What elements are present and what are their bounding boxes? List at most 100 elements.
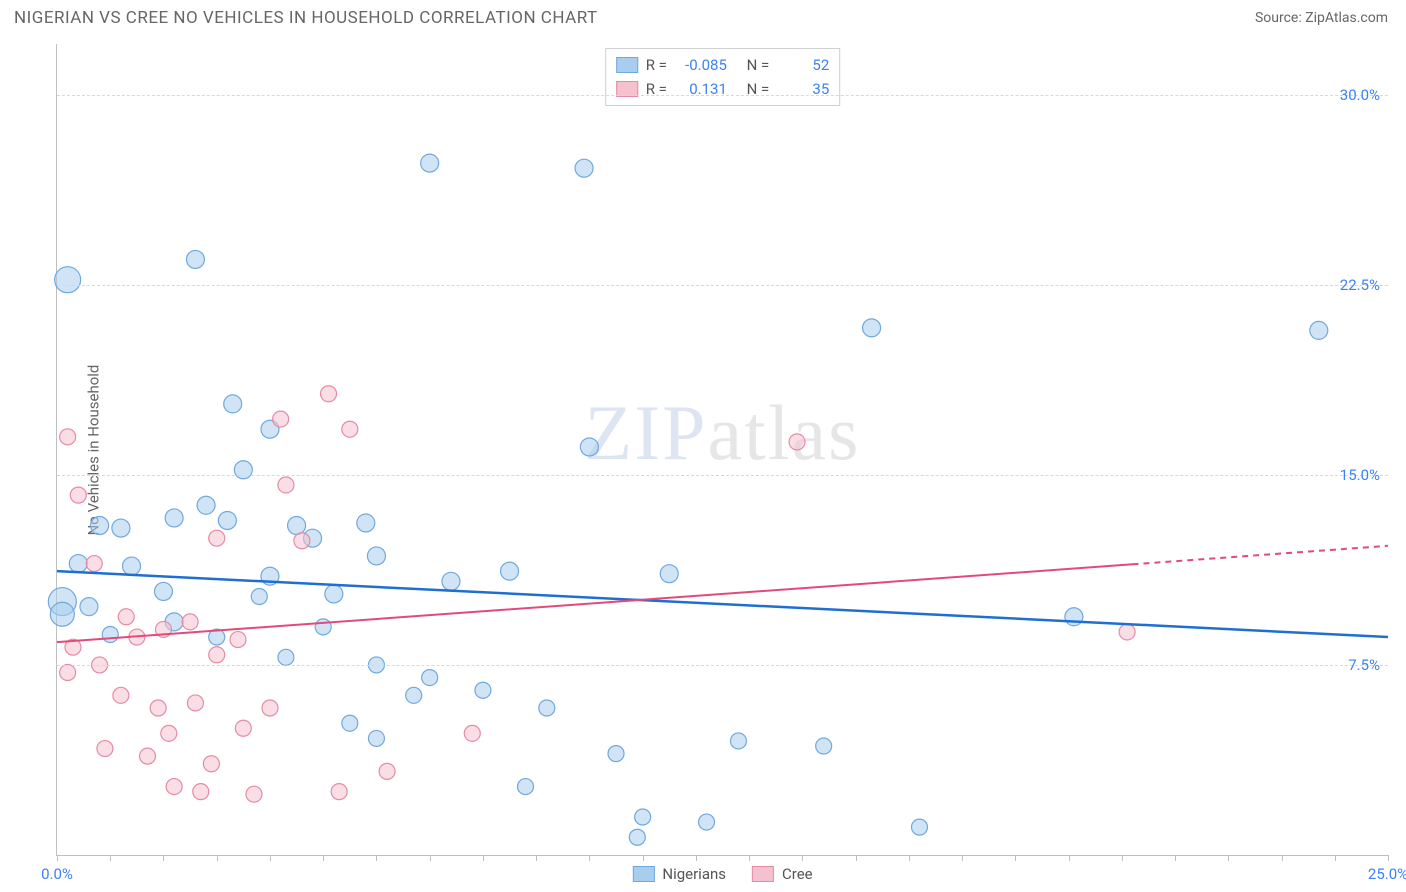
- scatter-point: [518, 779, 534, 795]
- scatter-point: [224, 395, 242, 413]
- scatter-point: [464, 725, 480, 741]
- n-label: N =: [747, 77, 770, 101]
- scatter-point: [501, 562, 519, 580]
- scatter-point: [154, 582, 172, 600]
- legend-bottom: Nigerians Cree: [632, 865, 812, 883]
- x-tick: [270, 855, 271, 861]
- x-tick: [643, 855, 644, 861]
- gridline: [57, 475, 1388, 476]
- y-tick-label: 15.0%: [1340, 466, 1380, 484]
- scatter-point: [315, 619, 331, 635]
- scatter-point: [288, 517, 306, 535]
- scatter-point: [186, 250, 204, 268]
- x-tick-label: 25.0%: [1368, 865, 1406, 883]
- y-tick-label: 22.5%: [1340, 276, 1380, 294]
- legend-top-row-1: R = -0.085 N = 52: [616, 53, 830, 77]
- scatter-point: [262, 700, 278, 716]
- scatter-point: [278, 649, 294, 665]
- scatter-point: [442, 572, 460, 590]
- scatter-point: [342, 421, 358, 437]
- scatter-point: [161, 725, 177, 741]
- x-tick: [217, 855, 218, 861]
- scatter-point: [368, 730, 384, 746]
- chart-header: NIGERIAN VS CREE NO VEHICLES IN HOUSEHOL…: [0, 0, 1406, 36]
- trend-line-dashed: [1132, 546, 1388, 564]
- scatter-point: [150, 700, 166, 716]
- plot-svg: [57, 44, 1388, 855]
- x-tick: [749, 855, 750, 861]
- x-tick-label: 0.0%: [41, 865, 73, 883]
- trend-line: [57, 564, 1132, 642]
- scatter-point: [331, 784, 347, 800]
- scatter-point: [55, 267, 81, 293]
- scatter-point: [294, 533, 310, 549]
- legend-top-row-2: R = 0.131 N = 35: [616, 77, 830, 101]
- scatter-point: [629, 829, 645, 845]
- scatter-point: [422, 670, 438, 686]
- n-value-nigerians: 52: [777, 53, 829, 77]
- legend-swatch-nigerians-icon: [632, 866, 654, 882]
- x-tick: [323, 855, 324, 861]
- scatter-point: [123, 557, 141, 575]
- gridline: [57, 95, 1388, 96]
- gridline: [57, 285, 1388, 286]
- scatter-point: [421, 154, 439, 172]
- x-tick: [57, 855, 58, 861]
- x-tick: [1175, 855, 1176, 861]
- plot-region: ZIPatlas R = -0.085 N = 52 R = 0.131 N =…: [56, 44, 1388, 856]
- scatter-point: [475, 682, 491, 698]
- legend-swatch-nigerians: [616, 57, 638, 73]
- scatter-point: [406, 687, 422, 703]
- scatter-point: [608, 746, 624, 762]
- y-tick-label: 30.0%: [1340, 86, 1380, 104]
- scatter-point: [246, 786, 262, 802]
- scatter-point: [235, 720, 251, 736]
- x-tick: [110, 855, 111, 861]
- scatter-point: [166, 779, 182, 795]
- x-tick: [1015, 855, 1016, 861]
- x-tick: [802, 855, 803, 861]
- r-label: R =: [646, 53, 667, 77]
- r-value-cree: 0.131: [675, 77, 727, 101]
- scatter-point: [80, 598, 98, 616]
- scatter-point: [102, 627, 118, 643]
- scatter-point: [140, 748, 156, 764]
- x-tick: [962, 855, 963, 861]
- scatter-point: [699, 814, 715, 830]
- y-tick-label: 7.5%: [1348, 656, 1380, 674]
- scatter-point: [234, 461, 252, 479]
- scatter-point: [1065, 608, 1083, 626]
- legend-item-cree: Cree: [752, 865, 813, 883]
- scatter-point: [203, 756, 219, 772]
- x-tick: [1069, 855, 1070, 861]
- scatter-point: [251, 588, 267, 604]
- scatter-point: [911, 819, 927, 835]
- source-credit: Source: ZipAtlas.com: [1255, 10, 1388, 26]
- scatter-point: [539, 700, 555, 716]
- scatter-point: [209, 647, 225, 663]
- scatter-point: [575, 159, 593, 177]
- scatter-point: [635, 809, 651, 825]
- scatter-point: [60, 429, 76, 445]
- source-link[interactable]: ZipAtlas.com: [1305, 10, 1388, 26]
- legend-item-nigerians: Nigerians: [632, 865, 726, 883]
- x-tick: [163, 855, 164, 861]
- scatter-point: [863, 319, 881, 337]
- scatter-point: [69, 555, 87, 573]
- x-tick: [1388, 855, 1389, 861]
- n-label: N =: [747, 53, 770, 77]
- x-tick: [1122, 855, 1123, 861]
- x-tick: [376, 855, 377, 861]
- source-prefix: Source:: [1255, 10, 1305, 26]
- scatter-point: [660, 565, 678, 583]
- scatter-point: [50, 602, 74, 626]
- scatter-point: [357, 514, 375, 532]
- legend-swatch-cree-icon: [752, 866, 774, 882]
- scatter-point: [91, 517, 109, 535]
- scatter-point: [113, 687, 129, 703]
- legend-label-nigerians: Nigerians: [662, 865, 726, 883]
- legend-label-cree: Cree: [782, 865, 813, 883]
- scatter-point: [342, 715, 358, 731]
- scatter-point: [218, 511, 236, 529]
- scatter-point: [1119, 624, 1135, 640]
